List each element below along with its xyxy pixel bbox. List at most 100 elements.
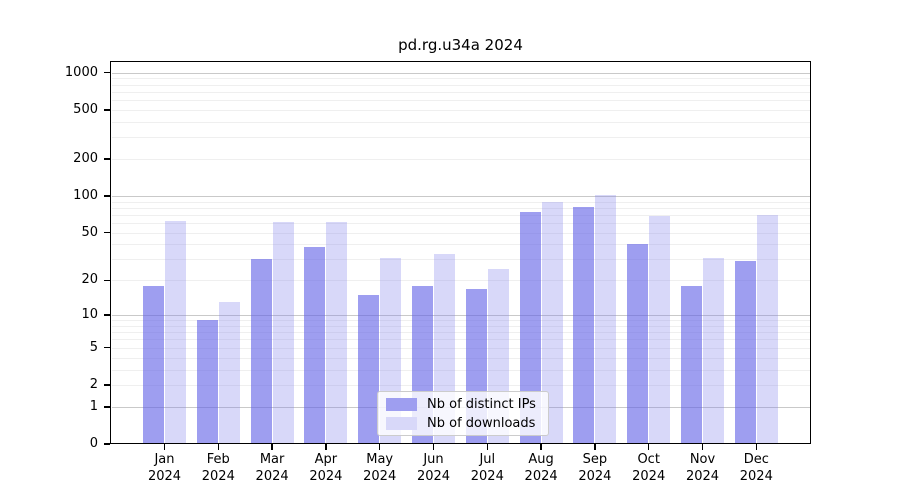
bar-downloads bbox=[595, 195, 617, 444]
minor-gridline bbox=[112, 332, 810, 334]
y-tick-mark bbox=[104, 279, 110, 282]
bar-distinct-ips bbox=[196, 320, 218, 444]
plot-area bbox=[110, 61, 811, 444]
x-tick-label-year: 2024 bbox=[309, 469, 343, 484]
y-tick-mark bbox=[104, 346, 110, 349]
x-tick-label-year: 2024 bbox=[201, 469, 235, 484]
minor-gridline bbox=[112, 207, 810, 209]
bar-downloads bbox=[541, 202, 563, 444]
x-tick-mark bbox=[540, 444, 542, 450]
minor-gridline bbox=[112, 84, 810, 86]
bar-distinct-ips bbox=[627, 244, 649, 444]
x-tick-label-year: 2024 bbox=[470, 469, 504, 484]
x-tick-label-year: 2024 bbox=[739, 469, 773, 484]
bar-downloads bbox=[703, 257, 724, 444]
y-tick-mark bbox=[104, 314, 110, 316]
y-tick-label: 100 bbox=[73, 187, 98, 203]
major-gridline bbox=[112, 72, 810, 74]
x-tick-mark bbox=[432, 444, 435, 450]
minor-gridline bbox=[112, 109, 810, 111]
minor-gridline bbox=[112, 159, 810, 160]
legend: Nb of distinct IPs Nb of downloads bbox=[377, 391, 549, 436]
x-tick-label: Nov 2024 bbox=[661, 451, 745, 485]
y-tick-label: 1000 bbox=[64, 64, 98, 80]
legend-label-distinct-ips: Nb of distinct IPs bbox=[427, 397, 536, 412]
minor-gridline bbox=[112, 244, 810, 246]
minor-gridline bbox=[112, 91, 810, 93]
bar-downloads bbox=[649, 216, 671, 444]
x-tick-label-year: 2024 bbox=[363, 469, 397, 484]
x-tick-mark bbox=[701, 444, 704, 450]
minor-gridline bbox=[112, 280, 810, 282]
x-tick-label: May 2024 bbox=[338, 451, 422, 485]
x-tick-label: Sep 2024 bbox=[553, 451, 637, 485]
minor-gridline bbox=[112, 325, 810, 327]
y-tick-mark bbox=[104, 109, 110, 111]
legend-row: Nb of distinct IPs bbox=[378, 395, 548, 414]
y-tick-mark bbox=[104, 195, 110, 197]
x-tick-label: Feb 2024 bbox=[176, 451, 260, 485]
x-tick-label-year: 2024 bbox=[147, 469, 182, 484]
y-tick-mark bbox=[104, 384, 110, 386]
x-tick-mark bbox=[378, 444, 381, 450]
x-tick-label: Jul 2024 bbox=[445, 451, 529, 485]
x-tick-mark bbox=[647, 444, 650, 450]
x-tick-mark bbox=[486, 444, 489, 450]
major-gridline bbox=[112, 315, 810, 317]
y-tick-label: 5 bbox=[89, 339, 98, 355]
y-tick-label: 0 bbox=[89, 436, 98, 451]
x-tick-mark bbox=[755, 444, 758, 450]
x-tick-mark bbox=[163, 444, 166, 450]
bar-distinct-ips bbox=[573, 207, 595, 444]
minor-gridline bbox=[112, 369, 810, 371]
y-tick-mark bbox=[104, 71, 110, 74]
minor-gridline bbox=[112, 201, 810, 203]
minor-gridline bbox=[112, 137, 810, 139]
minor-gridline bbox=[112, 214, 810, 216]
x-tick-mark bbox=[271, 444, 273, 450]
bar-distinct-ips bbox=[250, 259, 272, 444]
bar-downloads bbox=[218, 302, 240, 444]
bar-downloads bbox=[272, 222, 294, 444]
legend-label-downloads: Nb of downloads bbox=[427, 416, 536, 431]
chart-title: pd.rg.u34a 2024 bbox=[398, 36, 523, 54]
y-tick-label: 200 bbox=[73, 151, 98, 166]
bar-downloads bbox=[165, 221, 186, 444]
y-tick-label: 2 bbox=[89, 376, 98, 392]
minor-gridline bbox=[112, 259, 810, 261]
y-tick-mark bbox=[104, 158, 110, 160]
bar-distinct-ips bbox=[304, 247, 326, 444]
bar-distinct-ips bbox=[734, 261, 756, 444]
bar-distinct-ips bbox=[681, 285, 702, 444]
minor-gridline bbox=[112, 232, 810, 234]
y-tick-mark bbox=[104, 406, 110, 408]
x-tick-label-year: 2024 bbox=[632, 469, 666, 484]
x-tick-label-year: 2024 bbox=[255, 469, 289, 484]
bar-distinct-ips bbox=[143, 285, 164, 444]
minor-gridline bbox=[112, 78, 810, 80]
y-tick-label: 50 bbox=[81, 224, 98, 240]
x-tick-label-year: 2024 bbox=[416, 469, 451, 484]
y-tick-label: 500 bbox=[73, 101, 98, 117]
y-tick-label: 10 bbox=[81, 307, 98, 323]
x-tick-label-year: 2024 bbox=[578, 469, 612, 484]
minor-gridline bbox=[112, 320, 810, 322]
legend-swatch-downloads bbox=[386, 417, 417, 430]
x-tick-mark bbox=[594, 444, 596, 450]
x-tick-label: Oct 2024 bbox=[607, 451, 691, 485]
minor-gridline bbox=[112, 339, 810, 341]
minor-gridline bbox=[112, 347, 810, 349]
minor-gridline bbox=[112, 223, 810, 225]
y-tick-mark bbox=[104, 443, 110, 445]
bar-downloads bbox=[326, 222, 348, 444]
x-tick-mark bbox=[217, 444, 220, 450]
legend-row: Nb of downloads bbox=[378, 414, 548, 433]
y-tick-label: 1 bbox=[89, 398, 98, 414]
x-tick-label: Jun 2024 bbox=[392, 451, 476, 485]
legend-swatch-distinct-ips bbox=[386, 398, 417, 411]
y-tick-mark bbox=[104, 231, 110, 234]
minor-gridline bbox=[112, 100, 810, 102]
minor-gridline bbox=[112, 384, 810, 386]
x-tick-label: Jan 2024 bbox=[123, 451, 207, 485]
